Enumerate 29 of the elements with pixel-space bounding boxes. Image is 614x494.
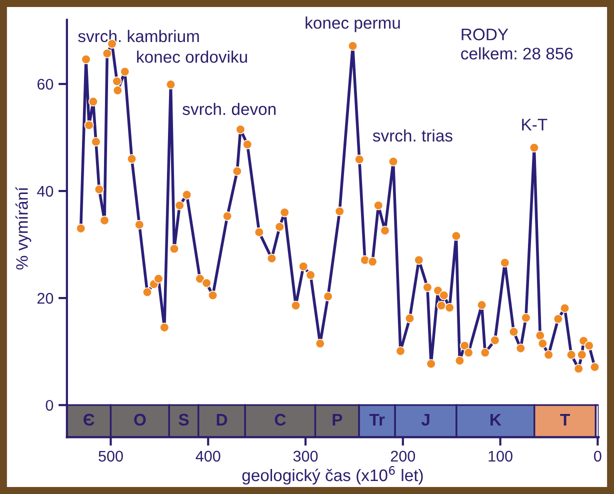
band-label: K <box>490 414 502 426</box>
band-label: C <box>274 414 286 426</box>
y-tick-label: 0 <box>46 400 54 411</box>
band-label: Є <box>84 414 94 426</box>
x-axis-title: geologický čas (x10$^{6}$ let) <box>242 466 423 485</box>
band-label: O <box>134 414 146 426</box>
band-label: J <box>421 414 430 426</box>
annotation: svrch. trias <box>372 129 452 142</box>
annotation: K-T <box>522 118 548 130</box>
y-tick-label: 20 <box>38 292 54 304</box>
y-tick-label: 40 <box>37 186 54 197</box>
y-tick-label: 60 <box>38 78 54 90</box>
x-tick-label: 0 <box>594 450 602 462</box>
band-label: Tr <box>369 414 385 426</box>
band-label: P <box>332 414 342 426</box>
band-label: S <box>178 414 189 426</box>
band-label: D <box>216 414 228 426</box>
x-tick-label: 300 <box>293 450 318 462</box>
annotation: svrch. devon <box>182 102 276 116</box>
annotation: konec permu <box>306 16 400 32</box>
x-tick-label: 400 <box>196 450 220 462</box>
y-axis-title: % vymírání <box>15 186 32 270</box>
x-tick-label: 200 <box>390 450 416 462</box>
x-tick-label: 100 <box>488 450 512 462</box>
annotation: RODY celkem: 28 856 <box>461 28 573 60</box>
annotation: svrch. kambrium <box>78 30 199 42</box>
band-label: T <box>560 414 570 426</box>
annotation: konec ordoviku <box>137 50 247 63</box>
x-tick-label: 500 <box>98 450 123 462</box>
